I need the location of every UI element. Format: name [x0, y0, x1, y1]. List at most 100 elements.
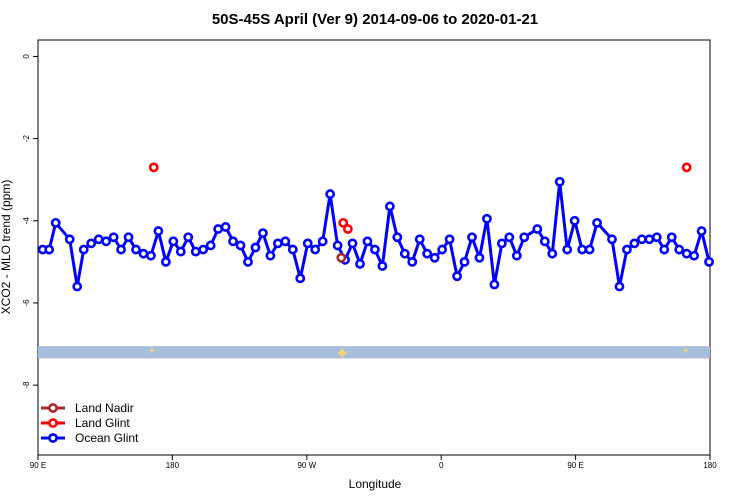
land-band-marker [337, 348, 348, 359]
ocean-glint-point [377, 261, 388, 271]
ocean-glint-point [674, 244, 685, 255]
ocean-glint-point [72, 281, 83, 292]
ocean-glint-point [131, 244, 141, 255]
ocean-glint-point [696, 226, 707, 236]
y-tick-label: 0 [22, 54, 31, 59]
ocean-glint-point [101, 236, 112, 247]
ocean-glint-point [258, 228, 268, 239]
ocean-glint-point [614, 281, 625, 292]
x-tick-label: 90 E [567, 461, 583, 470]
x-axis-label: Longitude [349, 477, 402, 491]
ocean-glint-point [272, 238, 283, 249]
ocean-glint-point [467, 232, 477, 243]
ocean-glint-point [332, 240, 343, 251]
ocean-glint-point [44, 244, 55, 255]
legend-label-land-glint: Land Glint [75, 416, 130, 430]
ocean-glint-point [370, 244, 380, 255]
ocean-glint-point [414, 234, 425, 245]
x-tick-label: 0 [439, 461, 444, 470]
ocean-glint-point [474, 252, 485, 263]
ocean-glint-point [519, 232, 530, 243]
land-glint-point [338, 217, 349, 228]
ocean-glint-point [175, 246, 186, 257]
ocean-glint-point [489, 279, 500, 290]
ocean-glint-point [93, 234, 104, 245]
ocean-glint-point [302, 238, 313, 249]
ocean-glint-point [280, 236, 291, 247]
ocean-glint-point [429, 252, 440, 263]
y-axis-label: XCO2 - MLO trend (ppm) [0, 180, 13, 315]
land-glint-point [342, 224, 353, 234]
ocean-glint-line [42, 180, 711, 288]
x-tick-label: 180 [166, 461, 180, 470]
ocean-glint-point [577, 244, 588, 255]
ocean-glint-point [213, 224, 224, 234]
ocean-glint-point [384, 201, 395, 212]
ocean-glint-point [511, 250, 522, 261]
ocean-glint-point [325, 189, 336, 199]
ocean-glint-point [569, 215, 580, 226]
ocean-glint-point [153, 226, 164, 236]
ocean-glint-point [146, 250, 156, 261]
ocean-glint-point [644, 234, 655, 245]
plot-frame [37, 39, 711, 456]
ocean-glint-point [592, 217, 602, 228]
ocean-glint-point [482, 213, 492, 224]
x-tick-label: 90 W [297, 461, 316, 470]
ocean-glint-point [310, 244, 321, 255]
ocean-glint-point [160, 256, 171, 267]
ocean-glint-point [422, 248, 433, 259]
ocean-glint-point [362, 236, 373, 247]
ocean-glint-point [295, 273, 306, 284]
ocean-glint-point [168, 236, 179, 247]
land-band [38, 346, 710, 359]
ocean-glint-point [123, 232, 134, 243]
y-axis: 0 -2 -4 -6 -8 [22, 54, 38, 389]
ocean-glint-point [437, 244, 448, 255]
ocean-glint-point [704, 256, 714, 267]
ocean-glint-point [689, 250, 700, 261]
x-axis: 90 E 180 90 W 0 90 E 180 [30, 455, 717, 470]
ocean-glint-point [228, 236, 238, 247]
ocean-glint-point [183, 232, 194, 243]
ocean-glint-point [607, 234, 617, 245]
ocean-glint-point [235, 240, 246, 251]
ocean-glint-point [399, 248, 410, 259]
ocean-glint-point [317, 236, 328, 247]
ocean-glint-point [459, 256, 470, 267]
ocean-glint-point [108, 232, 119, 243]
legend-marker-ocean-glint [48, 433, 58, 443]
land-glint-point [681, 162, 692, 173]
ocean-glint-point [355, 259, 365, 269]
ocean-glint-point [392, 232, 403, 243]
ocean-glint-point [243, 256, 253, 267]
ocean-glint-point [622, 244, 632, 255]
ocean-glint-point [287, 244, 298, 255]
ocean-glint-point [64, 234, 75, 245]
y-tick-label: -6 [22, 299, 31, 307]
ocean-glint-point [681, 248, 692, 259]
land-glint-point [148, 162, 159, 173]
ocean-glint-point [50, 217, 61, 228]
ocean-glint-point [190, 246, 201, 257]
ocean-glint-point [452, 271, 462, 282]
ocean-glint-point [138, 248, 149, 259]
ocean-glint-point [539, 236, 550, 247]
land-band-bar [38, 346, 710, 359]
ocean-glint-point [532, 224, 543, 234]
y-tick-label: -2 [22, 135, 31, 143]
legend-marker-land-glint [48, 418, 58, 428]
ocean-glint-point [629, 238, 640, 249]
legend-marker-land-nadir [48, 403, 58, 413]
ocean-glint-point [504, 232, 515, 243]
y-tick-label: -8 [22, 381, 31, 389]
chart-title: 50S-45S April (Ver 9) 2014-09-06 to 2020… [212, 11, 538, 28]
ocean-glint-point [407, 256, 418, 267]
ocean-glint-point [220, 222, 231, 232]
ocean-glint-point [86, 238, 97, 249]
land-band-marker [149, 347, 155, 353]
legend-label-ocean-glint: Ocean Glint [75, 431, 139, 445]
ocean-glint-point [496, 238, 507, 249]
